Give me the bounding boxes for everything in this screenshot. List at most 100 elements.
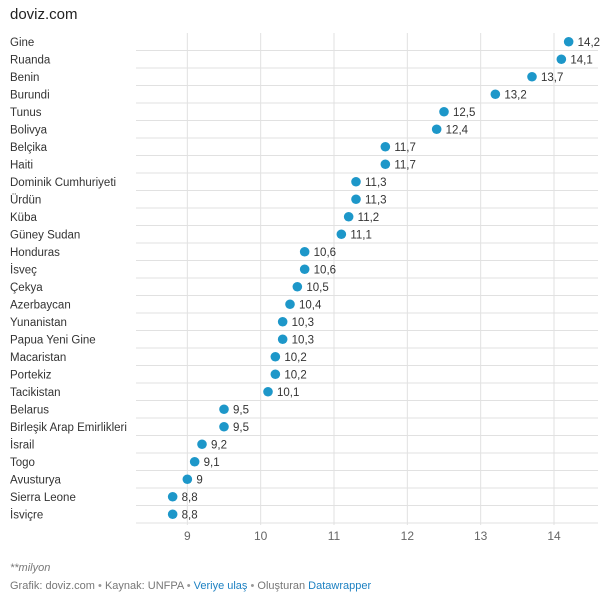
data-point — [292, 281, 303, 292]
dot-plot-chart: Gine 14,2 Ruanda 14,1 Benin 13,7 Burundi 13,2 Tu… — [10, 33, 600, 543]
x-tick-label: 13 — [474, 529, 488, 543]
x-tick-label: 14 — [547, 529, 561, 543]
data-point — [277, 316, 288, 327]
category-label: Birleşik Arap Emirlikleri — [10, 422, 127, 434]
category-label: Bolivya — [10, 124, 48, 136]
category-label: Portekiz — [10, 369, 52, 381]
x-tick-label: 9 — [184, 529, 191, 543]
category-label: Azerbaycan — [10, 299, 71, 311]
value-label: 8,8 — [182, 492, 198, 504]
value-label: 14,2 — [578, 37, 600, 49]
category-label: Papua Yeni Gine — [10, 334, 96, 346]
value-label: 11,1 — [350, 229, 372, 241]
x-tick-label: 11 — [328, 529, 341, 543]
data-point — [270, 369, 281, 380]
unit-note: **milyon — [10, 562, 51, 574]
grid-layer — [186, 33, 555, 525]
site-title: doviz.com — [10, 6, 78, 23]
value-label: 9 — [196, 474, 202, 486]
category-label: Avusturya — [10, 474, 62, 486]
value-label: 12,4 — [446, 124, 469, 136]
value-label: 8,8 — [182, 509, 198, 521]
category-label: İsveç — [10, 263, 37, 276]
data-point — [380, 141, 391, 152]
value-label: 10,5 — [306, 282, 328, 294]
category-label: Küba — [10, 212, 37, 224]
value-label: 9,1 — [204, 457, 220, 469]
data-point — [431, 124, 442, 135]
rows-layer: Gine 14,2 Ruanda 14,1 Benin 13,7 Burundi 13,2 Tu… — [10, 36, 600, 524]
data-download-link[interactable]: Veriye ulaş — [193, 580, 248, 592]
category-label: Güney Sudan — [10, 229, 80, 241]
category-label: Belarus — [10, 404, 49, 416]
value-label: 10,1 — [277, 387, 299, 399]
category-label: Çekya — [10, 282, 43, 294]
made-with-label: Oluşturan — [257, 580, 306, 592]
value-label: 11,3 — [365, 194, 387, 206]
category-label: İsrail — [10, 438, 34, 451]
datawrapper-link[interactable]: Datawrapper — [308, 580, 372, 592]
category-label: Benin — [10, 72, 39, 84]
category-label: Tacikistan — [10, 387, 61, 399]
value-label: 11,2 — [358, 212, 380, 224]
value-label: 10,2 — [284, 369, 306, 381]
value-label: 11,3 — [365, 177, 387, 189]
value-label: 10,3 — [292, 317, 314, 329]
data-point — [263, 386, 273, 397]
value-label: 9,5 — [233, 404, 249, 416]
data-point — [380, 159, 391, 170]
data-point — [277, 334, 288, 345]
data-point — [167, 491, 178, 502]
category-label: İsviçre — [10, 508, 43, 521]
category-label: Macaristan — [10, 352, 66, 364]
credit-prefix: Grafik: doviz.com — [10, 580, 95, 592]
data-point — [343, 211, 354, 222]
data-point — [219, 421, 229, 432]
value-label: 10,2 — [284, 352, 306, 364]
value-label: 10,4 — [299, 299, 322, 311]
data-point — [167, 509, 178, 520]
data-point — [299, 264, 310, 275]
credit-source: Kaynak: UNFPA — [104, 580, 184, 592]
category-label: Belçika — [10, 142, 48, 154]
data-point — [189, 456, 200, 467]
x-axis: 9 10 11 12 13 14 — [184, 529, 561, 543]
data-point — [556, 54, 567, 65]
value-label: 9,2 — [211, 439, 227, 451]
category-label: Burundi — [10, 89, 50, 101]
data-point — [336, 229, 347, 240]
data-point — [197, 439, 207, 450]
category-label: Gine — [10, 37, 34, 49]
value-label: 10,6 — [314, 247, 336, 259]
data-point — [527, 71, 537, 82]
data-point — [299, 246, 310, 257]
data-point — [351, 194, 361, 205]
data-point — [439, 106, 449, 117]
data-point — [182, 474, 193, 485]
credits-line: Grafik: doviz.com • Kaynak: UNFPA • Veri… — [10, 580, 371, 592]
separator: • — [186, 580, 191, 592]
data-point — [351, 176, 361, 187]
category-label: Honduras — [10, 247, 60, 259]
category-label: Tunus — [10, 107, 42, 119]
category-label: Haiti — [10, 159, 33, 171]
value-label: 10,3 — [292, 334, 314, 346]
data-point — [285, 299, 295, 310]
value-label: 13,2 — [504, 89, 526, 101]
value-label: 11,7 — [394, 159, 416, 171]
data-point — [270, 351, 281, 362]
value-label: 13,7 — [541, 72, 563, 84]
data-point — [219, 404, 229, 415]
category-label: Togo — [10, 457, 35, 469]
data-point — [563, 36, 574, 47]
data-point — [490, 89, 501, 100]
category-label: Ruanda — [10, 54, 51, 66]
value-label: 11,7 — [394, 142, 416, 154]
value-label: 12,5 — [453, 107, 475, 119]
category-label: Yunanistan — [10, 317, 67, 329]
value-label: 14,1 — [570, 54, 592, 66]
value-label: 10,6 — [314, 264, 336, 276]
category-label: Sierra Leone — [10, 492, 76, 504]
category-label: Ürdün — [10, 194, 41, 206]
